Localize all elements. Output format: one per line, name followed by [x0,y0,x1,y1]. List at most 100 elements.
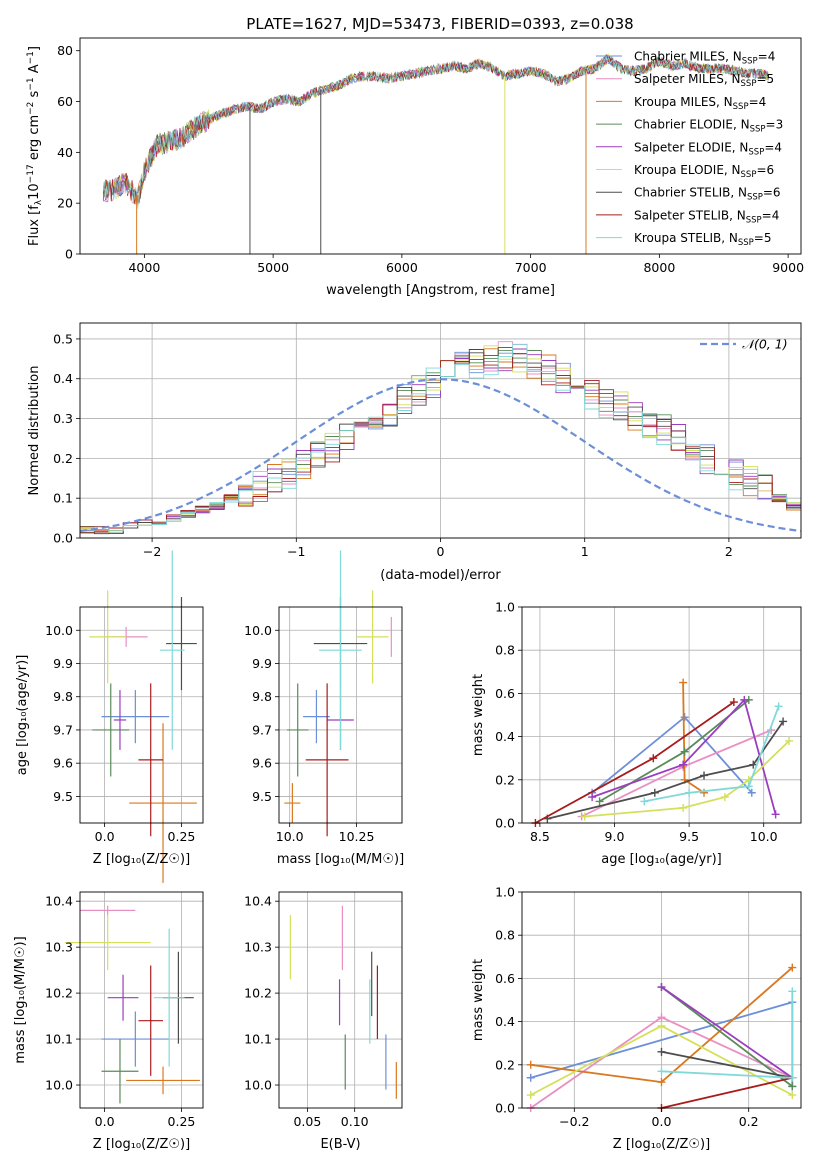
x-axis-label: Z [log₁₀(Z/Z☉)] [93,852,190,867]
y-tick-label: 10.3 [45,940,73,955]
x-tick-label: 10.25 [339,829,375,844]
weight-point [649,754,658,763]
x-tick-label: 0.2 [739,1114,759,1129]
axes-spectrum [102,53,769,254]
y-tick-label: 10.2 [244,986,272,1001]
y-tick-label: 10.0 [244,1078,272,1093]
plot-area-age-vs-mass [284,550,392,837]
axes-frame-massweight-vs-age: 8.5 9.0 9.5 10.0 0.0 0.2 0.4 0.6 0.8 1.0 [495,600,802,844]
x-tick-label: 8.5 [530,829,550,844]
y-tick-label: 9.6 [53,756,73,771]
weight-point [640,797,649,806]
axes-mass-vs-Z [64,892,203,1108]
axes-frame-mass-vs-Z: 0.0 0.25 10.0 10.1 10.2 10.3 10.4 [45,891,204,1129]
x-tick-label: 4000 [128,260,160,275]
y-tick-label: 9.9 [53,656,73,671]
weight-line [644,706,780,803]
y-tick-label: 0.2 [53,451,73,466]
x-tick-label: 10.0 [276,829,304,844]
axes-age-vs-mass [279,550,402,837]
y-tick-label: 0.0 [495,1101,515,1116]
axes-frame-massweight-vs-Z: −0.2 0.0 0.2 0.0 0.2 0.4 0.6 0.8 1.0 [495,885,802,1129]
x-tick-label: 2 [725,544,733,559]
plot-area-residuals [79,341,802,535]
x-tick-label: 0.25 [168,829,196,844]
plot-area-mass-vs-Z [64,905,200,1104]
y-tick-label: 0.4 [495,1014,515,1029]
x-axis-label: age [log₁₀(age/yr)] [601,852,722,867]
weight-point [650,788,659,797]
axes-mass-vs-EBV [279,892,402,1108]
legend-entry: Salpeter MILES, NSSP=5 [634,72,774,89]
y-tick-label: 0.4 [495,729,515,744]
axes-massweight-vs-Z [522,891,801,1112]
weight-point [680,713,689,722]
legend-entry: Salpeter STELIB, NSSP=4 [634,208,779,225]
legend-entry: Kroupa ELODIE, NSSP=6 [634,163,774,180]
axes-frame [521,606,802,824]
y-tick-label: 10.0 [45,623,73,638]
y-tick-label: 9.8 [252,689,272,704]
legend-entry: Chabrier MILES, NSSP=4 [634,50,775,67]
weight-point [788,1091,797,1100]
y-tick-label: 10.4 [244,894,272,909]
weight-point [580,812,589,821]
y-tick-label: 0.1 [53,491,73,506]
y-tick-label: 0.8 [495,643,515,658]
y-axis-label: mass weight [471,674,486,756]
y-tick-label: 10.0 [244,623,272,638]
weight-point [788,963,797,972]
axes-frame [79,891,204,1109]
y-tick-label: 0.0 [53,531,73,546]
y-tick-label: 9.8 [53,689,73,704]
legend-entry: Kroupa STELIB, NSSP=5 [634,231,772,248]
weight-point [526,1060,535,1069]
x-tick-label: 1 [581,544,589,559]
axes-frame [79,606,204,824]
x-tick-label: 0.0 [95,829,115,844]
y-tick-label: 9.5 [252,789,272,804]
x-tick-label: 0 [437,544,445,559]
weight-point [595,797,604,806]
x-axis-label: mass [log₁₀(M/M☉)] [277,852,404,867]
y-tick-label: 10.1 [244,1032,272,1047]
weight-point [685,788,694,797]
x-axis-label: Z [log₁₀(Z/Z☉)] [613,1137,710,1152]
y-tick-label: 0.0 [495,816,515,831]
weight-point [729,698,738,707]
y-tick-label: 10.2 [45,986,73,1001]
legend-entry: Chabrier STELIB, NSSP=6 [634,186,781,203]
x-tick-label: 0.05 [293,1114,321,1129]
y-tick-label: 10.4 [45,894,73,909]
axes-frame-age-vs-mass: 10.0 10.25 9.5 9.6 9.7 9.8 9.9 10.0 [244,606,403,844]
x-tick-label: 6000 [386,260,418,275]
x-axis-label: E(B-V) [320,1137,360,1152]
weight-point [720,793,729,802]
x-tick-label: 9.5 [679,829,699,844]
y-tick-label: 80 [57,43,73,58]
axes-frame [79,37,802,255]
y-axis-label: Normed distribution [27,366,42,496]
weight-point [680,747,689,756]
weight-point [788,987,797,996]
y-tick-label: 0.2 [495,1057,515,1072]
x-tick-label: −2 [143,544,161,559]
y-tick-label: 9.5 [53,789,73,804]
weight-point [788,1082,797,1091]
plot-area-spectrum [102,53,769,254]
weight-point [526,1091,535,1100]
weight-line [661,1050,793,1079]
legend-entry: Kroupa MILES, NSSP=4 [634,95,766,112]
weight-point [657,1078,666,1087]
axes-frame-residuals: −2 −1 0 1 2 0.0 0.1 0.2 0.3 0.4 0.5 [53,322,802,559]
y-tick-label: 0 [65,247,73,262]
weight-point [700,788,709,797]
y-axis-label: mass weight [471,959,486,1041]
x-tick-label: 8000 [643,260,675,275]
x-axis-label: wavelength [Angstrom, rest frame] [326,283,555,298]
axes-frame [278,891,403,1109]
y-tick-label: 20 [57,196,73,211]
y-tick-label: 9.7 [252,722,272,737]
y-tick-label: 0.2 [495,772,515,787]
